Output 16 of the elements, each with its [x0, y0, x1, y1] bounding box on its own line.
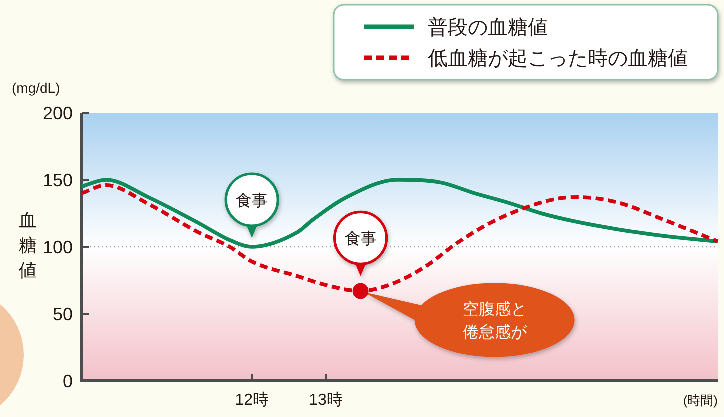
- annotation: 空腹感と倦怠感が: [462, 300, 528, 342]
- x-tick-label: 13時: [309, 391, 343, 409]
- legend-label: 普段の血糖値: [428, 16, 548, 39]
- annotation: 食事: [236, 192, 268, 210]
- x-axis-title: (時間): [683, 393, 718, 408]
- y-tick-label: 200: [42, 104, 73, 124]
- annotation: 食事: [344, 230, 377, 248]
- y-tick-label: 0: [62, 372, 73, 392]
- y-axis-title: 血糖値: [19, 210, 37, 280]
- y-tick-label: 100: [42, 238, 73, 258]
- legend-label: 低血糖が起こった時の血糖値: [428, 48, 688, 70]
- y-tick-label: 150: [42, 170, 73, 190]
- text: (mg/dL): [12, 80, 60, 96]
- line-series: [80, 178, 720, 249]
- y-tick-label: 50: [52, 304, 73, 324]
- x-tick-label: 12時: [235, 391, 269, 409]
